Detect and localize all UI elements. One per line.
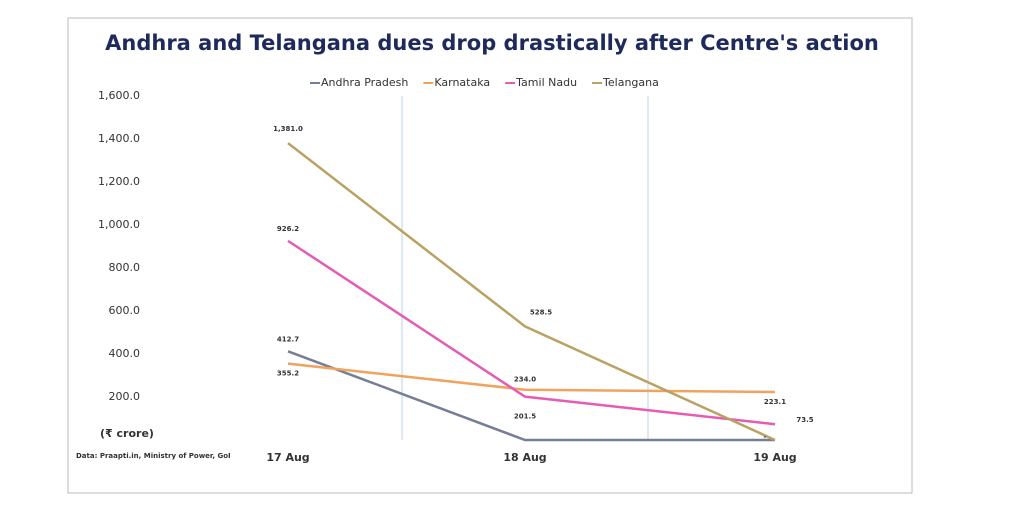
y-tick-label: 1,000.0 [98,218,140,231]
y-tick-label: 1,600.0 [98,89,140,102]
chart-frame [67,17,913,494]
series-line [287,239,776,426]
data-label: 223.1 [764,398,786,406]
series-line [287,350,775,442]
data-label: 234.0 [514,376,536,384]
source-note: Data: Praapti.in, Ministry of Power, GoI [76,452,231,460]
y-tick-label: 200.0 [109,390,141,403]
y-tick-label: 600.0 [109,304,141,317]
legend-label[interactable]: Telangana [602,76,659,89]
data-label: - [764,433,767,441]
data-label: 926.2 [277,225,299,233]
legend-label[interactable]: Karnataka [434,76,490,89]
data-label: 1,381.0 [273,125,303,133]
data-label: 412.7 [277,335,299,343]
y-tick-label: 800.0 [109,261,141,274]
data-label: 73.5 [796,416,813,424]
x-tick-label: 18 Aug [503,451,546,464]
data-label: 201.5 [514,413,536,421]
y-tick-label: 400.0 [109,347,141,360]
x-tick-label: 17 Aug [266,451,309,464]
data-label: 528.5 [530,308,552,316]
y-axis-label: (₹ crore) [100,427,154,440]
series-line [287,142,776,442]
legend-label[interactable]: Tamil Nadu [515,76,577,89]
chart-title: Andhra and Telangana dues drop drastical… [105,31,879,55]
legend-label[interactable]: Andhra Pradesh [321,76,408,89]
x-tick-label: 19 Aug [753,451,796,464]
data-label: 355.2 [277,370,299,378]
y-tick-label: 1,400.0 [98,132,140,145]
y-tick-label: 1,200.0 [98,175,140,188]
series-line [287,362,776,394]
